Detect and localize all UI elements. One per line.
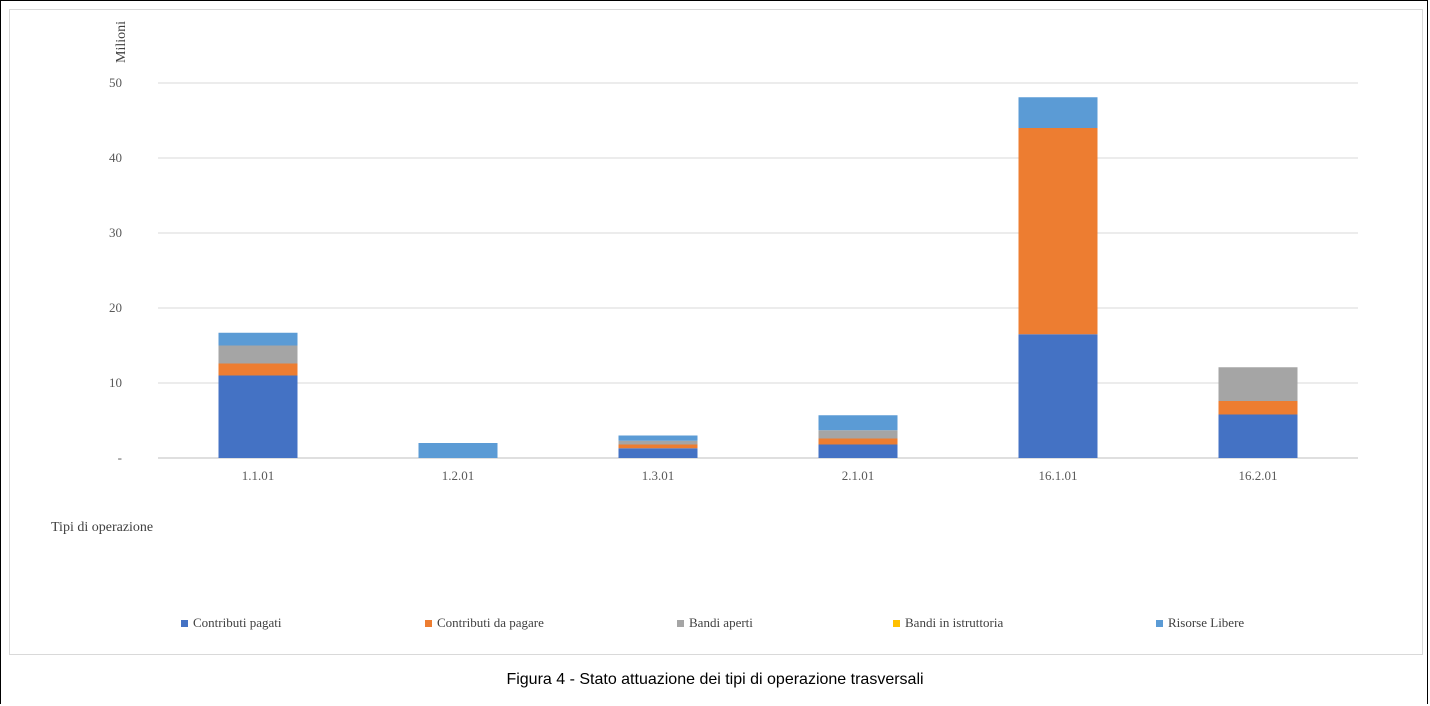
legend-label: Contributi pagati bbox=[193, 615, 282, 630]
legend-label: Bandi aperti bbox=[689, 615, 753, 630]
x-tick-label: 16.2.01 bbox=[1239, 468, 1278, 483]
x-axis-ticks: 1.1.01 1.2.01 1.3.01 2.1.01 16.1.01 16.2.01 bbox=[242, 468, 1278, 483]
bar-segment bbox=[618, 435, 698, 441]
bar-segment bbox=[618, 444, 698, 449]
x-tick-label: 16.1.01 bbox=[1039, 468, 1078, 483]
bars bbox=[218, 97, 1298, 458]
bar-segment bbox=[1018, 128, 1098, 335]
x-tick-label: 1.1.01 bbox=[242, 468, 275, 483]
x-axis-title: Tipi di operazione bbox=[51, 520, 153, 535]
legend-swatch bbox=[677, 620, 684, 627]
legend-swatch bbox=[893, 620, 900, 627]
bar-segment bbox=[218, 332, 298, 346]
legend: Contributi pagati Contributi da pagare Ban… bbox=[181, 615, 1244, 630]
y-axis-title: Milioni bbox=[114, 21, 129, 63]
bar-segment bbox=[218, 363, 298, 376]
bar-segment bbox=[1018, 334, 1098, 458]
bar-segment bbox=[1218, 367, 1298, 401]
x-tick-label: 1.3.01 bbox=[642, 468, 675, 483]
legend-label: Contributi da pagare bbox=[437, 615, 544, 630]
y-tick-label: 40 bbox=[109, 150, 122, 165]
y-axis-ticks: - 10 20 30 40 50 bbox=[109, 75, 122, 465]
y-tick-label: - bbox=[118, 450, 122, 465]
x-tick-label: 1.2.01 bbox=[442, 468, 475, 483]
y-tick-label: 50 bbox=[109, 75, 122, 90]
legend-swatch bbox=[181, 620, 188, 627]
y-tick-label: 20 bbox=[109, 300, 122, 315]
bar-segment bbox=[818, 438, 898, 445]
gridlines bbox=[158, 82, 1358, 459]
stacked-bar-chart: - 10 20 30 40 50 1.1.01 1.2.01 1.3.01 2.1.01 16.1… bbox=[51, 21, 1358, 630]
figure-caption: Figura 4 - Stato attuazione dei tipi di … bbox=[506, 671, 924, 688]
legend-swatch bbox=[1156, 620, 1163, 627]
bar-segment bbox=[818, 415, 898, 431]
legend-label: Risorse Libere bbox=[1168, 615, 1244, 630]
bar-segment bbox=[618, 448, 698, 458]
bar-segment bbox=[218, 345, 298, 364]
legend-label: Bandi in istruttoria bbox=[905, 615, 1003, 630]
y-tick-label: 10 bbox=[109, 375, 122, 390]
bar-segment bbox=[1218, 414, 1298, 458]
bar-segment bbox=[818, 430, 898, 439]
bar-segment bbox=[418, 443, 498, 458]
bar-segment bbox=[818, 444, 898, 458]
x-tick-label: 2.1.01 bbox=[842, 468, 875, 483]
bar-segment bbox=[1218, 401, 1298, 415]
y-tick-label: 30 bbox=[109, 225, 122, 240]
chart-area: - 10 20 30 40 50 1.1.01 1.2.01 1.3.01 2.1.01 16.1… bbox=[9, 9, 1423, 655]
bar-segment bbox=[218, 375, 298, 458]
legend-swatch bbox=[425, 620, 432, 627]
bar-segment bbox=[1018, 97, 1098, 128]
bar-segment bbox=[618, 440, 698, 445]
